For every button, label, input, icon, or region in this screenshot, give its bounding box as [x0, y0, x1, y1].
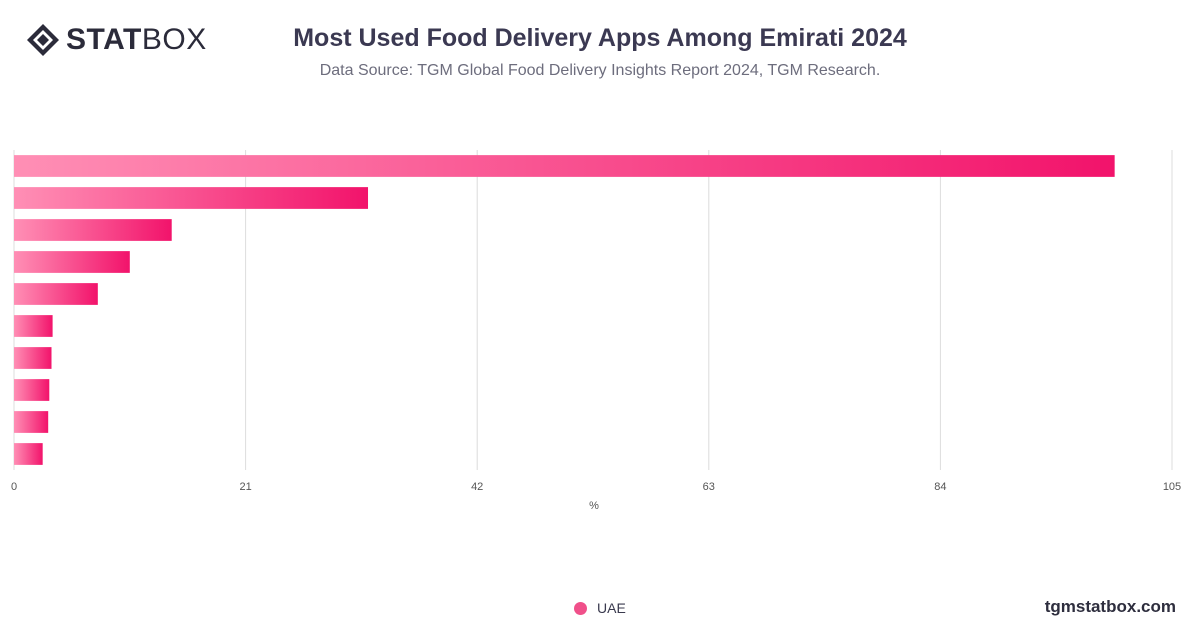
logo-box: BOX — [141, 23, 207, 56]
chart-title: Most Used Food Delivery Apps Among Emira… — [293, 24, 907, 52]
bar[interactable] — [14, 219, 172, 241]
bar[interactable] — [14, 155, 1115, 177]
bar[interactable] — [14, 251, 130, 273]
bar[interactable] — [14, 315, 53, 337]
statbox-logo: STATBOX — [26, 22, 207, 58]
x-tick-label: 105 — [1163, 481, 1181, 493]
bar[interactable] — [14, 347, 52, 369]
chart-subtitle: Data Source: TGM Global Food Delivery In… — [319, 62, 881, 79]
x-tick-label: 21 — [239, 481, 251, 493]
x-tick-label: 42 — [471, 481, 483, 493]
bar[interactable] — [14, 443, 43, 465]
bar[interactable] — [14, 411, 49, 433]
legend-label-uae: UAE — [597, 600, 626, 616]
legend[interactable]: UAE — [574, 600, 626, 616]
bar-chart: 0 21 42 63 84 105 % — [11, 150, 1181, 512]
watermark: tgmstatbox.com — [1044, 597, 1176, 616]
statbox-diamond-icon — [27, 24, 59, 56]
x-tick-label: 63 — [703, 481, 715, 493]
x-tick-label: 0 — [11, 481, 17, 493]
x-axis-label: % — [589, 500, 599, 512]
bars — [14, 155, 1115, 465]
x-tick-label: 84 — [934, 481, 946, 493]
legend-swatch — [574, 601, 587, 615]
logo-stat: STAT — [66, 23, 142, 56]
bar[interactable] — [14, 283, 98, 305]
logo-text: STATBOX — [66, 22, 207, 58]
bar[interactable] — [14, 379, 50, 401]
x-axis-ticks: 0 21 42 63 84 105 — [11, 481, 1181, 493]
bar[interactable] — [14, 187, 369, 209]
